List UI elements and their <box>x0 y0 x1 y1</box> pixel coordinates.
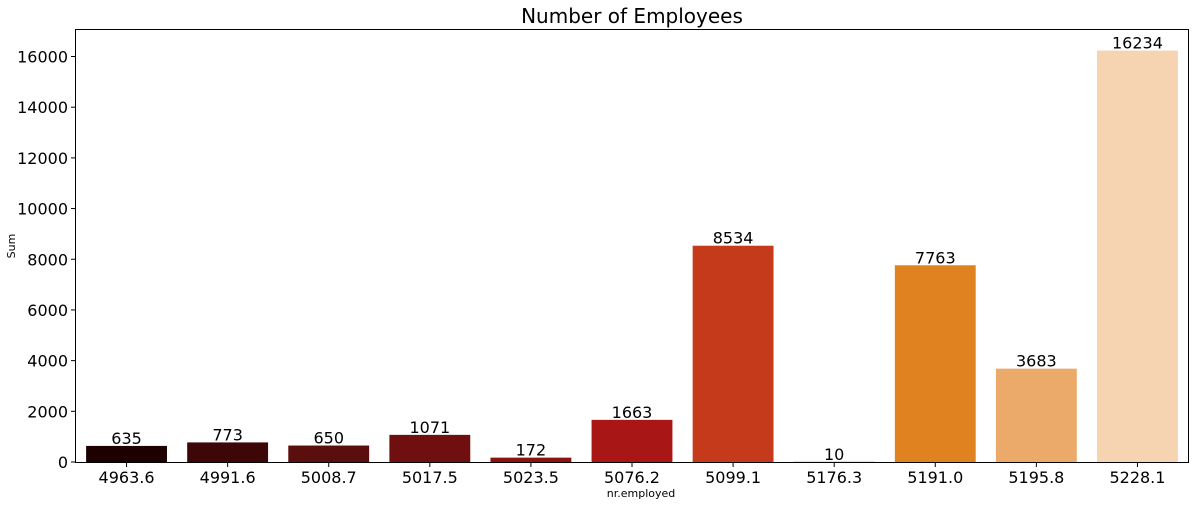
bar-5228.1 <box>1097 50 1178 462</box>
data-label-5176.3: 10 <box>824 445 844 464</box>
data-label-5099.1: 8534 <box>713 229 754 248</box>
x-tick-label: 5008.7 <box>301 468 357 487</box>
y-tick-label: 14000 <box>17 98 68 117</box>
chart-title: Number of Employees <box>521 4 743 28</box>
x-tick-label: 5023.5 <box>503 468 559 487</box>
y-tick-label: 2000 <box>27 402 68 421</box>
y-tick-label: 8000 <box>27 250 68 269</box>
bars-group <box>86 50 1178 462</box>
bar-5023.5 <box>490 457 572 462</box>
x-tick-label: 5176.3 <box>806 468 862 487</box>
x-tick-label: 5099.1 <box>705 468 761 487</box>
data-label-4991.6: 773 <box>212 425 243 444</box>
data-label-5228.1: 16234 <box>1112 34 1163 53</box>
x-tick-label: 5228.1 <box>1109 468 1165 487</box>
x-axis-label: nr.employed <box>607 487 676 500</box>
bar-5191.0 <box>894 265 976 462</box>
bar-4991.6 <box>187 442 269 462</box>
bar-5099.1 <box>692 245 774 462</box>
y-tick-label: 6000 <box>27 301 68 320</box>
data-label-5191.0: 7763 <box>915 248 956 267</box>
bar-5076.2 <box>591 419 673 462</box>
x-tick-label: 5076.2 <box>604 468 660 487</box>
data-label-5023.5: 172 <box>516 441 547 460</box>
y-axis: 0 2000 4000 6000 8000 10000 12000 14000 16000 <box>17 48 76 472</box>
y-tick-label: 10000 <box>17 200 68 219</box>
y-tick-label: 0 <box>58 453 68 472</box>
data-label-5008.7: 650 <box>313 429 344 448</box>
bar-5195.8 <box>995 368 1077 462</box>
y-tick-label: 12000 <box>17 149 68 168</box>
x-tick-label: 5195.8 <box>1008 468 1064 487</box>
data-label-4963.6: 635 <box>111 429 142 448</box>
x-axis: 4963.6 4991.6 5008.7 5017.5 5023.5 5076.2 5099… <box>99 462 1165 487</box>
x-tick-label: 4991.6 <box>200 468 256 487</box>
data-label-5017.5: 1071 <box>409 418 450 437</box>
y-tick-label: 4000 <box>27 352 68 371</box>
data-label-5076.2: 1663 <box>612 403 653 422</box>
data-label-5195.8: 3683 <box>1016 352 1057 371</box>
x-tick-label: 5191.0 <box>907 468 963 487</box>
y-axis-label: Sum <box>5 234 18 259</box>
bar-5017.5 <box>389 434 471 462</box>
y-tick-label: 16000 <box>17 48 68 67</box>
data-labels-group: 635 773 650 1071 172 1663 8534 10 7763 3683 16234 <box>111 34 1163 464</box>
bar-4963.6 <box>86 445 167 462</box>
bar-5008.7 <box>288 445 370 462</box>
x-tick-label: 5017.5 <box>402 468 458 487</box>
x-tick-label: 4963.6 <box>99 468 155 487</box>
